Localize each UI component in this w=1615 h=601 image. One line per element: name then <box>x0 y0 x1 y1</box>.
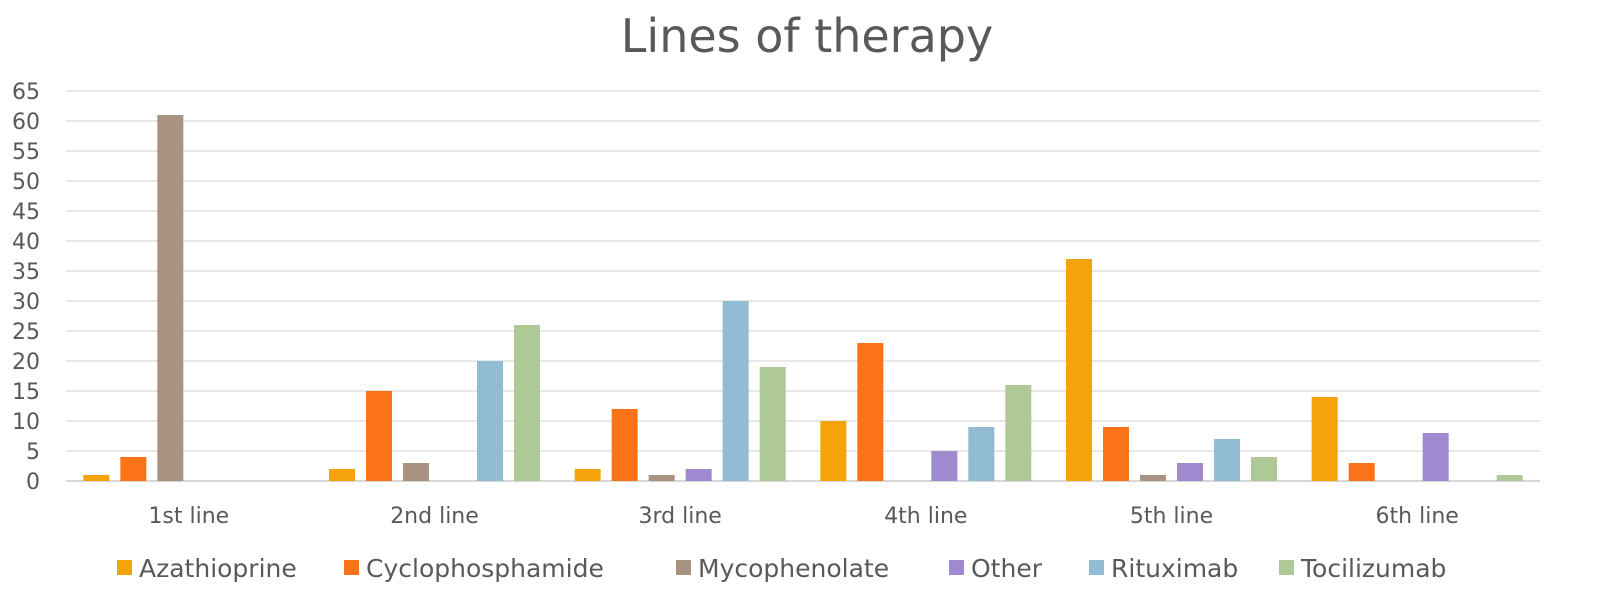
bar-other-5 <box>1177 463 1203 481</box>
legend-label: Tocilizumab <box>1300 554 1446 583</box>
legend-swatch-cyclophosphamide <box>344 560 359 575</box>
bar-mycophenolate-2 <box>403 463 429 481</box>
bar-tocilizumab-2 <box>514 325 540 481</box>
y-tick-label: 30 <box>12 290 40 315</box>
y-tick-label: 55 <box>12 140 40 165</box>
bar-rituximab-3 <box>722 301 749 481</box>
y-tick-label: 45 <box>12 200 40 225</box>
bar-azathioprine-3 <box>574 469 601 481</box>
bar-cyclophosphamide-4 <box>857 343 884 481</box>
bar-mycophenolate-5 <box>1140 475 1166 481</box>
y-tick-label: 15 <box>12 380 40 405</box>
y-tick-label: 35 <box>12 260 40 285</box>
bar-other-3 <box>685 469 712 481</box>
y-tick-label: 10 <box>12 410 40 435</box>
legend-swatch-tocilizumab <box>1279 560 1294 575</box>
x-tick-label: 4th line <box>884 504 967 529</box>
x-axis: 1st line 2nd line 3rd line 4th line 5th line… <box>148 504 1458 529</box>
bar-cyclophosphamide-3 <box>611 409 638 481</box>
bar-mycophenolate-3 <box>648 475 675 481</box>
bar-cyclophosphamide-6 <box>1348 463 1375 481</box>
bar-rituximab-4 <box>968 427 995 481</box>
bar-other-6 <box>1422 433 1449 481</box>
legend-label: Other <box>971 554 1043 583</box>
bar-azathioprine-2 <box>329 469 355 481</box>
y-tick-label: 20 <box>12 350 40 375</box>
gridlines <box>66 90 1540 482</box>
y-tick-label: 0 <box>26 470 40 495</box>
bars <box>83 115 1523 481</box>
bar-azathioprine-4 <box>820 421 847 481</box>
bar-azathioprine-6 <box>1311 397 1338 481</box>
bar-tocilizumab-3 <box>759 367 786 481</box>
y-tick-label: 25 <box>12 320 40 345</box>
y-tick-label: 40 <box>12 230 40 255</box>
bar-other-4 <box>931 451 958 481</box>
y-tick-label: 50 <box>12 170 40 195</box>
legend-swatch-mycophenolate <box>676 560 691 575</box>
legend-label: Cyclophosphamide <box>366 554 604 583</box>
x-tick-label: 1st line <box>148 504 229 529</box>
x-tick-label: 6th line <box>1376 504 1459 529</box>
x-tick-label: 3rd line <box>639 504 722 529</box>
bar-tocilizumab-6 <box>1496 475 1523 481</box>
bar-tocilizumab-4 <box>1005 385 1032 481</box>
bar-mycophenolate-1 <box>157 115 184 481</box>
bar-cyclophosphamide-1 <box>120 457 147 481</box>
legend-swatch-other <box>949 560 964 575</box>
legend-label: Rituximab <box>1111 554 1238 583</box>
x-tick-label: 5th line <box>1130 504 1213 529</box>
bar-azathioprine-1 <box>83 475 110 481</box>
y-tick-label: 60 <box>12 110 40 135</box>
chart-title: Lines of therapy <box>621 9 993 63</box>
legend-swatch-rituximab <box>1089 560 1104 575</box>
bar-tocilizumab-5 <box>1251 457 1277 481</box>
bar-cyclophosphamide-2 <box>366 391 392 481</box>
y-tick-label: 5 <box>26 440 40 465</box>
legend-label: Mycophenolate <box>698 554 889 583</box>
bar-azathioprine-5 <box>1066 259 1092 481</box>
legend-swatch-azathioprine <box>117 560 132 575</box>
bar-cyclophosphamide-5 <box>1103 427 1129 481</box>
x-tick-label: 2nd line <box>390 504 479 529</box>
y-axis: 0 5 10 15 20 25 30 35 40 45 50 55 60 65 <box>12 80 40 495</box>
legend-label: Azathioprine <box>139 554 297 583</box>
legend: Azathioprine Cyclophosphamide Mycophenolat… <box>117 554 1446 583</box>
y-tick-label: 65 <box>12 80 40 105</box>
bar-rituximab-2 <box>477 361 503 481</box>
bar-rituximab-5 <box>1214 439 1240 481</box>
